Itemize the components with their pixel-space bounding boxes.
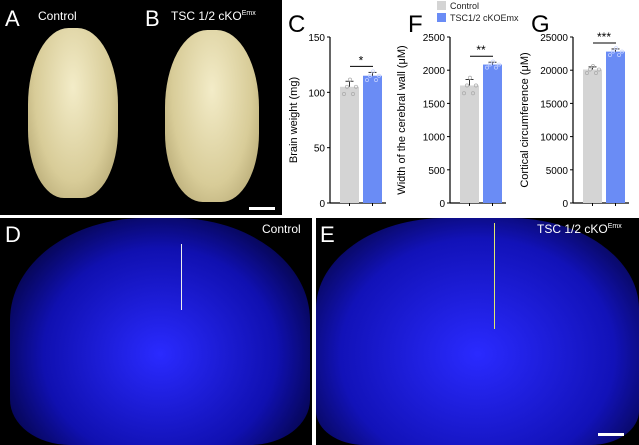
significance-label: ** [476, 43, 486, 57]
data-point [465, 83, 469, 88]
panel-title: Control [38, 9, 77, 23]
title-text: TSC 1/2 cKO [537, 222, 608, 236]
data-point [611, 49, 615, 54]
panel-letter: B [145, 6, 160, 31]
y-tick-label: 1000 [423, 133, 446, 144]
bar-ko [363, 75, 382, 203]
data-point [365, 78, 369, 82]
data-point [497, 62, 501, 67]
data-point [485, 65, 489, 70]
y-tick-label: 2000 [423, 66, 446, 77]
data-point [488, 62, 492, 67]
panel-e-section-ko: E TSC 1/2 cKOEmx [316, 218, 639, 445]
data-point [342, 92, 346, 96]
data-point [494, 65, 498, 70]
data-point [354, 84, 358, 89]
data-point [491, 59, 495, 64]
data-point [585, 71, 589, 75]
brain-image [28, 28, 118, 198]
panel-title: TSC 1/2 cKOEmx [171, 9, 256, 23]
data-point [471, 91, 475, 96]
y-tick-label: 0 [562, 199, 568, 210]
data-point [597, 67, 601, 72]
bar-control [340, 86, 359, 203]
brain-image [165, 30, 259, 202]
data-point [608, 53, 612, 58]
panel-letter: G [531, 11, 550, 38]
scale-bar [598, 433, 624, 436]
y-axis-label: Width of the cerebral wall (μM) [396, 45, 408, 194]
data-point [620, 49, 624, 54]
title-sup: Emx [607, 223, 622, 230]
y-axis-label: Brain weight (mg) [288, 77, 300, 163]
bar-ko [606, 51, 625, 203]
title-text: TSC 1/2 cKO [171, 9, 242, 23]
data-point [468, 75, 472, 80]
y-tick-label: 100 [308, 88, 325, 99]
y-tick-label: 20000 [540, 66, 568, 77]
measure-line [181, 244, 182, 310]
legend-swatch [437, 1, 446, 10]
data-point [591, 64, 595, 69]
panel-letter: E [320, 222, 335, 247]
panel-letter: C [288, 11, 305, 38]
legend-swatch [437, 13, 446, 22]
y-tick-label: 0 [439, 199, 445, 210]
panel-d-section-control: D Control [0, 218, 312, 445]
legend-label: Control [450, 1, 479, 11]
y-tick-label: 5000 [546, 166, 569, 177]
data-point [348, 77, 352, 82]
title-sup: Emx [241, 10, 256, 17]
panel-letter: D [5, 222, 21, 247]
brain-section [10, 218, 310, 445]
y-tick-label: 10000 [540, 133, 568, 144]
y-tick-label: 2500 [423, 33, 446, 44]
data-point [371, 69, 375, 74]
bar-charts: Control TSC1/2 cKOEmx C 0 50 100 150 Brain weig… [288, 1, 629, 210]
data-point [594, 71, 598, 75]
data-point [374, 78, 378, 82]
legend-label: TSC1/2 cKOEmx [450, 13, 519, 23]
y-tick-label: 500 [428, 166, 445, 177]
data-point [614, 46, 618, 51]
y-tick-label: 50 [314, 144, 326, 155]
brain-section [316, 218, 639, 445]
panel-letter: A [5, 6, 20, 31]
bar-control [460, 85, 479, 203]
bar-ko [483, 64, 502, 203]
significance-label: * [359, 53, 364, 67]
bar-control [583, 69, 602, 203]
data-point [462, 91, 466, 96]
y-tick-label: 25000 [540, 33, 568, 44]
data-point [368, 73, 372, 78]
measure-line [494, 223, 495, 329]
panel-a-brain-control: A Control [0, 0, 141, 215]
scale-bar [249, 207, 275, 210]
data-point [345, 84, 349, 89]
y-axis-label: Cortical circumference (μM) [519, 52, 531, 187]
panel-letter: F [408, 11, 423, 38]
y-tick-label: 150 [308, 33, 325, 44]
y-tick-label: 15000 [540, 99, 568, 110]
significance-label: *** [597, 30, 611, 44]
y-tick-label: 1500 [423, 99, 446, 110]
data-point [617, 53, 621, 58]
data-point [377, 73, 381, 78]
data-point [588, 67, 592, 72]
data-point [351, 92, 355, 96]
panel-b-brain-ko: B TSC 1/2 cKOEmx [141, 0, 282, 215]
y-tick-label: 0 [319, 199, 325, 210]
panel-title: TSC 1/2 cKOEmx [537, 222, 622, 236]
panel-title: Control [262, 222, 301, 236]
data-point [474, 83, 478, 88]
